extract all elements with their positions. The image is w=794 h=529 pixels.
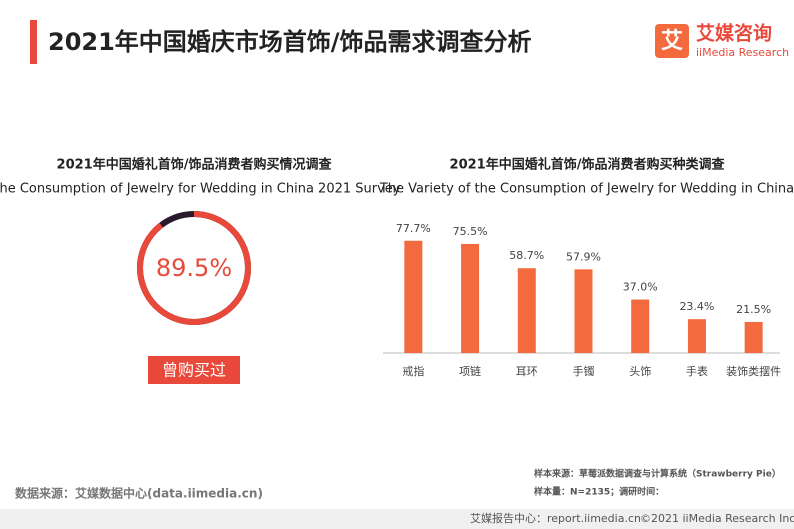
value-label: 23.4% bbox=[679, 300, 714, 313]
data-source: 数据来源：艾媒数据中心(data.iimedia.cn) bbox=[15, 486, 263, 501]
value-label: 21.5% bbox=[736, 303, 771, 316]
logo-en: iiMedia Research bbox=[696, 46, 789, 59]
x-tick-label: 项链 bbox=[459, 364, 481, 378]
report-center: 艾媒报告中心：report.iimedia.cn bbox=[470, 511, 641, 525]
x-tick-label: 头饰 bbox=[629, 364, 651, 378]
copyright: ©2021 iiMedia Research Inc bbox=[640, 512, 794, 525]
bar bbox=[687, 319, 706, 353]
bar bbox=[574, 269, 593, 353]
bar bbox=[744, 321, 763, 353]
sample-size: 样本量：N=2135；调研时间： bbox=[534, 486, 664, 498]
x-tick-label: 手镯 bbox=[573, 364, 595, 378]
footer-bar bbox=[0, 509, 794, 529]
value-label: 58.7% bbox=[509, 249, 544, 262]
chart-title: 2021年中国婚礼首饰/饰品消费者购买情况调查 bbox=[57, 157, 333, 173]
chart-subtitle: The Consumption of Jewelry for Wedding i… bbox=[0, 182, 401, 197]
bar bbox=[517, 268, 536, 353]
chart-title: 2021年中国婚礼首饰/饰品消费者购买种类调查 bbox=[450, 157, 726, 173]
page-title: 2021年中国婚庆市场首饰/饰品需求调查分析 bbox=[48, 28, 532, 56]
bar bbox=[631, 299, 650, 353]
category-badge bbox=[148, 356, 240, 384]
title-accent bbox=[30, 20, 37, 64]
value-label: 77.7% bbox=[396, 222, 431, 235]
sample-source: 样本来源：草莓派数据调查与计算系统（Strawberry Pie） bbox=[534, 468, 781, 480]
x-tick-label: 戒指 bbox=[402, 364, 424, 378]
gauge-arc bbox=[137, 211, 251, 325]
category-label: 曾购买过 bbox=[162, 361, 226, 380]
gauge-label: 89.5% bbox=[156, 254, 232, 282]
chart-subtitle: The Variety of the Consumption of Jewelr… bbox=[379, 182, 794, 197]
bar bbox=[404, 240, 423, 353]
x-tick-label: 耳环 bbox=[516, 365, 538, 378]
value-label: 57.9% bbox=[566, 250, 601, 263]
logo-cn: 艾媒咨询 bbox=[696, 22, 772, 45]
logo-icon: 艾 bbox=[661, 29, 683, 54]
value-label: 75.5% bbox=[453, 225, 488, 238]
value-label: 37.0% bbox=[623, 281, 658, 294]
x-tick-label: 装饰类摆件 bbox=[726, 364, 781, 378]
logo-icon-bg bbox=[655, 24, 689, 58]
x-tick-label: 手表 bbox=[686, 364, 708, 378]
bar bbox=[461, 243, 480, 353]
